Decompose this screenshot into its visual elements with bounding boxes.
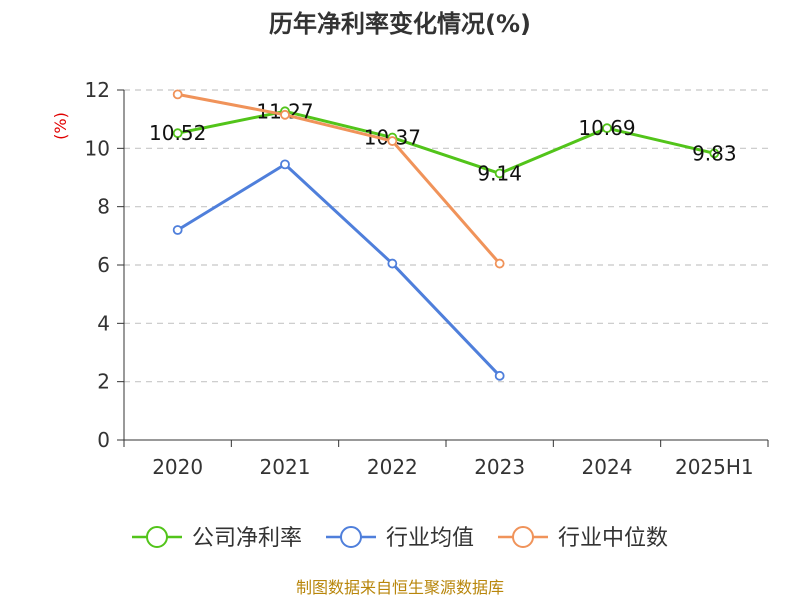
legend-label: 公司净利率: [192, 526, 302, 551]
y-tick-label: 6: [97, 253, 110, 277]
data-point: [494, 168, 505, 179]
data-label: 9.14: [477, 161, 522, 185]
data-point: [172, 128, 183, 139]
y-tick-label: 2: [97, 370, 110, 394]
chart-title: 历年净利率变化情况(%): [269, 10, 531, 38]
legend[interactable]: 公司净利率 行业均值 行业中位数: [132, 526, 668, 551]
data-point: [172, 89, 183, 100]
y-tick-label: 10: [85, 136, 110, 160]
y-tick-label: 12: [85, 78, 110, 102]
x-tick-label: 2025H1: [675, 455, 754, 479]
data-label: 9.83: [692, 141, 737, 165]
data-point: [387, 258, 398, 269]
series-1: [172, 159, 505, 381]
legend-item-0[interactable]: 公司净利率: [132, 526, 302, 551]
data-point: [494, 258, 505, 269]
y-tick-label: 4: [97, 311, 110, 335]
data-point: [709, 148, 720, 159]
gridlines: [124, 89, 768, 383]
legend-marker: [340, 526, 362, 548]
x-tick-label: 2022: [367, 455, 418, 479]
data-point: [280, 109, 290, 120]
y-tick-label: 0: [97, 428, 110, 452]
legend-item-2[interactable]: 行业中位数: [498, 526, 668, 551]
x-tick-label: 2021: [260, 455, 311, 479]
series-line: [176, 162, 501, 377]
data-label: 10.69: [578, 116, 635, 140]
legend-label: 行业中位数: [558, 526, 668, 551]
x-tick-label: 2023: [474, 455, 525, 479]
y-tick-label: 8: [97, 195, 110, 219]
data-label: 10.52: [149, 121, 206, 145]
series-line: [177, 92, 501, 265]
data-point: [494, 370, 505, 381]
legend-item-1[interactable]: 行业均值: [326, 526, 474, 551]
axes: 0 2 4 6 8 10 12 2020 2021 2022 2023 2024 2025H1: [85, 78, 769, 479]
data-point: [602, 123, 612, 134]
legend-marker: [146, 526, 168, 548]
data-point: [172, 225, 183, 235]
series-line: [177, 109, 715, 175]
data-point: [387, 136, 398, 146]
x-tick-label: 2020: [152, 455, 203, 479]
x-tick-label: 2024: [582, 455, 633, 479]
source-note: 制图数据来自恒生聚源数据库: [296, 578, 504, 597]
legend-marker: [512, 526, 534, 548]
series-2: [172, 89, 505, 269]
legend-label: 行业均值: [386, 526, 474, 551]
data-point: [280, 159, 290, 170]
y-axis-label: (%): [51, 112, 70, 140]
